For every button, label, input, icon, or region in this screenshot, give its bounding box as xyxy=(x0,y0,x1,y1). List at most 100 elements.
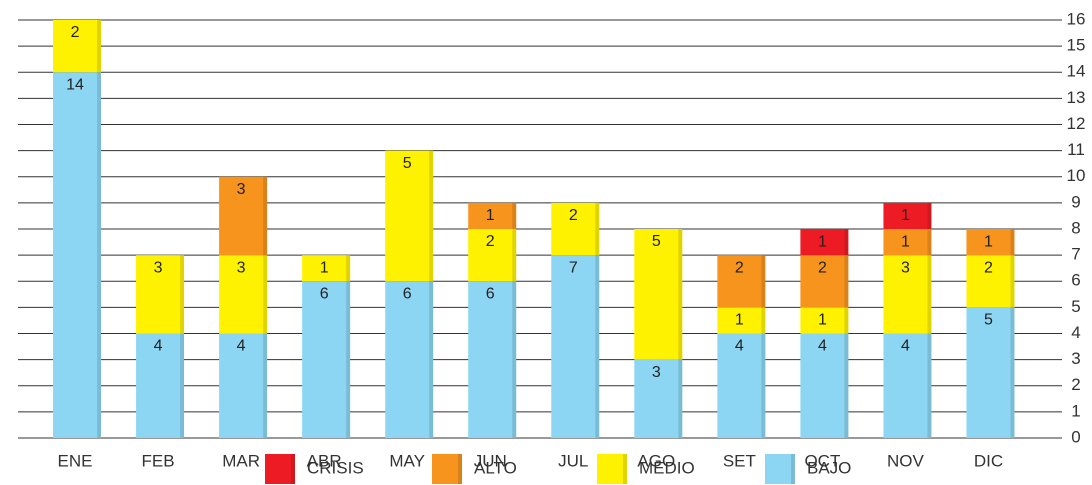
bar-edge xyxy=(844,333,849,438)
bar-edge xyxy=(595,255,600,438)
x-tick-label: SET xyxy=(723,451,756,470)
bar-segment xyxy=(634,229,683,360)
bar-segment xyxy=(219,176,268,256)
x-tick-label: NOV xyxy=(887,451,925,470)
bar-segment xyxy=(53,20,102,73)
bar-edge xyxy=(1010,307,1015,438)
y-tick-label: 5 xyxy=(1071,297,1080,316)
legend-swatch xyxy=(765,454,795,484)
data-label: 5 xyxy=(652,233,661,250)
bar-edge xyxy=(512,229,517,282)
bar-edge xyxy=(429,281,434,438)
bar-edge xyxy=(678,229,683,360)
bar-edge xyxy=(927,333,932,438)
bar-edge xyxy=(180,255,185,334)
bar-edge xyxy=(927,255,932,334)
y-tick-label: 4 xyxy=(1071,323,1080,342)
bar-edge xyxy=(761,333,766,438)
data-label: 1 xyxy=(735,312,744,329)
bar-edge xyxy=(263,255,268,334)
bar-edge xyxy=(595,202,600,256)
y-tick-label: 0 xyxy=(1071,427,1080,446)
bar-segment xyxy=(966,307,1015,438)
data-label: 14 xyxy=(66,76,84,93)
bar-edge xyxy=(927,202,932,229)
bar-segment xyxy=(883,202,932,229)
bar-edge xyxy=(429,150,434,282)
data-label: 6 xyxy=(403,285,412,302)
bar-edge xyxy=(512,202,517,229)
bar-segment xyxy=(302,281,351,438)
bar-segment xyxy=(800,255,849,308)
bar-segment xyxy=(219,333,268,438)
bar-edge xyxy=(844,229,849,256)
data-label: 1 xyxy=(901,207,910,224)
data-label: 1 xyxy=(320,259,329,276)
y-tick-label: 8 xyxy=(1071,218,1080,237)
bar-segment xyxy=(468,202,517,229)
data-label: 6 xyxy=(320,285,329,302)
bar-segment xyxy=(966,229,1015,256)
bar-edge xyxy=(1010,229,1015,256)
bar-edge xyxy=(263,333,268,438)
y-tick-label: 11 xyxy=(1067,140,1085,159)
legend-label: CRISIS xyxy=(307,458,364,477)
data-label: 2 xyxy=(735,259,744,276)
data-label: 4 xyxy=(818,338,827,355)
x-tick-label: OCT xyxy=(804,451,840,470)
data-label: 7 xyxy=(569,259,578,276)
data-label: 1 xyxy=(486,207,495,224)
x-tick-label: DIC xyxy=(974,451,1003,470)
bar-edge xyxy=(761,255,766,308)
legend-swatch-edge xyxy=(291,454,295,484)
y-tick-label: 2 xyxy=(1071,375,1080,394)
legend-label: BAJO xyxy=(807,458,851,477)
y-tick-label: 6 xyxy=(1071,271,1080,290)
data-label: 5 xyxy=(403,155,412,172)
y-tick-label: 13 xyxy=(1067,88,1086,107)
legend-swatch-edge xyxy=(791,454,795,484)
data-label: 3 xyxy=(154,259,163,276)
data-label: 1 xyxy=(901,233,910,250)
bar-segment xyxy=(800,333,849,438)
bar-edge xyxy=(927,229,932,256)
bar-edge xyxy=(263,176,268,256)
bar-edge xyxy=(761,307,766,334)
bar-segment xyxy=(883,333,932,438)
bar-segment xyxy=(468,229,517,282)
bar-edge xyxy=(346,281,351,438)
y-tick-label: 15 xyxy=(1067,36,1086,55)
data-label: 2 xyxy=(984,259,993,276)
bar-segment xyxy=(883,255,932,334)
data-label: 3 xyxy=(652,364,661,381)
data-label: 4 xyxy=(154,338,163,355)
legend-label: MEDIO xyxy=(639,458,695,477)
bar-edge xyxy=(844,307,849,334)
legend-swatch-edge xyxy=(458,454,462,484)
bar-edge xyxy=(97,20,102,73)
bar-edge xyxy=(844,255,849,308)
bar-edge xyxy=(97,72,102,438)
x-tick-label: MAY xyxy=(389,451,425,470)
bar-segment xyxy=(717,307,766,334)
data-label: 3 xyxy=(237,181,246,198)
x-tick-label: ABR xyxy=(307,451,342,470)
bar-segment xyxy=(800,229,849,256)
x-tick-label: FEB xyxy=(142,451,175,470)
x-tick-label: JUN xyxy=(474,451,507,470)
data-label: 2 xyxy=(818,259,827,276)
data-label: 2 xyxy=(569,207,578,224)
bar-segment xyxy=(219,255,268,334)
bar-segment xyxy=(136,255,185,334)
bar-segment xyxy=(883,229,932,256)
y-tick-label: 12 xyxy=(1067,114,1086,133)
data-label: 1 xyxy=(984,233,993,250)
bar-edge xyxy=(1010,255,1015,308)
data-label: 2 xyxy=(486,233,495,250)
x-tick-label: JUL xyxy=(558,451,588,470)
data-label: 4 xyxy=(901,338,910,355)
bar-segment xyxy=(53,72,102,438)
data-label: 3 xyxy=(237,259,246,276)
legend-swatch xyxy=(597,454,627,484)
x-tick-label: MAR xyxy=(222,451,260,470)
